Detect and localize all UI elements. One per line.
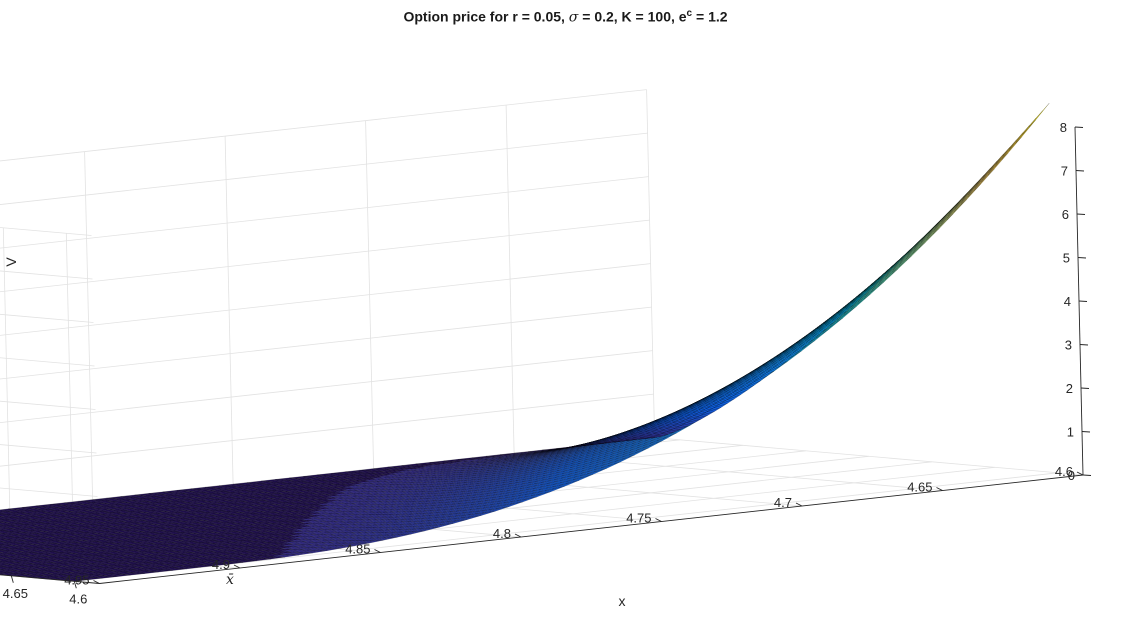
z-tick-label: 5 — [1063, 251, 1070, 266]
z-tick-mark — [1082, 432, 1090, 433]
gridline-y — [655, 438, 1083, 475]
y-tick-label: 4.7 — [774, 495, 792, 510]
y-tick-label: 4.95 — [64, 573, 89, 588]
title-sigma-symbol: σ — [569, 10, 579, 26]
z-tick-mark — [1083, 475, 1091, 476]
z-tick-mark — [1081, 388, 1089, 389]
z-tick-label: 2 — [1066, 381, 1073, 396]
surface-cell — [919, 228, 939, 248]
z-tick-label: 1 — [1067, 425, 1074, 440]
title-prefix: Option price for r = 0.05, — [403, 9, 568, 25]
surface-cell — [1029, 103, 1049, 127]
surface-cell — [947, 199, 967, 220]
title-middle: = 0.2, K = 100, e — [578, 9, 686, 25]
title-suffix: = 1.2 — [692, 9, 727, 25]
z-tick-mark — [1079, 301, 1087, 302]
y-tick-label: 4.75 — [626, 511, 651, 526]
z-tick-mark — [1080, 345, 1088, 346]
z-tick-mark — [1075, 127, 1083, 128]
y-tick-label: 4.8 — [493, 526, 511, 541]
z-tick-label: 3 — [1065, 338, 1072, 353]
z-tick-label: 7 — [1061, 164, 1068, 179]
y-tick-label: 4.6 — [1055, 464, 1073, 479]
x-tick-label: 4.65 — [3, 586, 28, 601]
y-axis-label: x̄ — [226, 572, 234, 588]
z-tick-mark — [1078, 258, 1086, 259]
z-tick-label: 6 — [1062, 207, 1069, 222]
chart-title: Option price for r = 0.05, σ = 0.2, K = … — [0, 8, 1131, 26]
z-axis-label: V — [3, 257, 19, 267]
x-axis-label: x — [619, 593, 626, 609]
z-tick-label: 8 — [1060, 120, 1067, 135]
surface-cell — [974, 169, 994, 191]
y-tick-label: 4.9 — [212, 557, 230, 572]
y-tick-label: 4.85 — [345, 542, 370, 557]
z-tick-label: 4 — [1064, 294, 1071, 309]
z-tick-mark — [1076, 171, 1084, 172]
y-tick-label: 4.65 — [907, 480, 932, 495]
x-tick-mark — [11, 576, 13, 583]
z-tick-mark — [1077, 214, 1085, 215]
x-tick-label: 4.6 — [69, 591, 87, 606]
